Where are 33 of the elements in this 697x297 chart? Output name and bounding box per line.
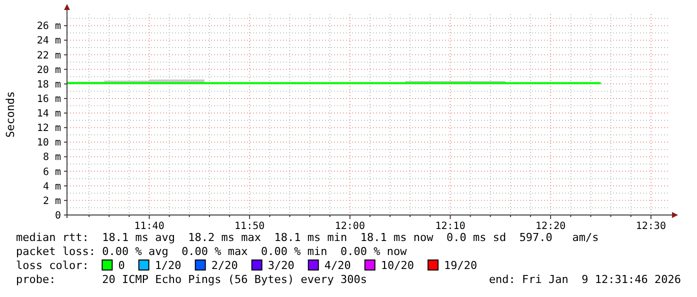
text: median rtt: 18.1 ms avg 18.2 ms max 18.1 ms min 18.1 ms now 0.0 ms sd 597.0 am/s bbox=[16, 231, 599, 244]
y-tick-label: 2 m bbox=[42, 196, 61, 207]
y-tick-label: 18 m bbox=[36, 79, 61, 90]
y-tick-label: 0 bbox=[54, 210, 61, 222]
x-tick-label: 11:40 bbox=[134, 221, 164, 232]
x-tick-label: 12:00 bbox=[334, 221, 365, 232]
y-axis-title: Seconds bbox=[4, 91, 17, 138]
legend-label: 4/20 bbox=[324, 259, 351, 272]
text: packet loss: 0.00 % avg 0.00 % max 0.00 % min 0.00 % now bbox=[16, 245, 408, 258]
y-tick-label: 8 m bbox=[42, 152, 61, 164]
x-tick-label: 12:10 bbox=[435, 221, 466, 232]
text: end: Fri Jan 9 12:31:46 2026 bbox=[488, 273, 681, 286]
y-tick-label: 14 m bbox=[36, 108, 61, 120]
y-tick-label: 10 m bbox=[36, 138, 61, 149]
y-tick-label: 4 m bbox=[42, 181, 61, 192]
legend-label: 0 bbox=[118, 259, 125, 272]
y-tick-label: 24 m bbox=[36, 36, 61, 47]
legend-label: 3/20 bbox=[268, 259, 294, 272]
y-tick-label: 6 m bbox=[42, 166, 61, 178]
legend-label: 10/20 bbox=[380, 259, 414, 272]
y-tick-label: 16 m bbox=[36, 94, 61, 105]
y-tick-label: 22 m bbox=[36, 50, 61, 62]
legend-label: 2/20 bbox=[211, 259, 238, 272]
y-tick-label: 26 m bbox=[36, 21, 61, 32]
x-tick-label: 12:20 bbox=[536, 221, 566, 232]
legend-label: 1/20 bbox=[154, 259, 182, 272]
legend-title: loss color: bbox=[16, 259, 89, 272]
x-tick-label: 12:30 bbox=[636, 221, 666, 232]
x-tick-label: 11:50 bbox=[234, 221, 265, 232]
y-tick-label: 20 m bbox=[36, 64, 61, 76]
text: probe: 20 ICMP Echo Pings (56 Bytes) every 300s bbox=[16, 273, 367, 286]
legend-label: 19/20 bbox=[444, 259, 478, 272]
y-tick-label: 12 m bbox=[36, 123, 61, 134]
